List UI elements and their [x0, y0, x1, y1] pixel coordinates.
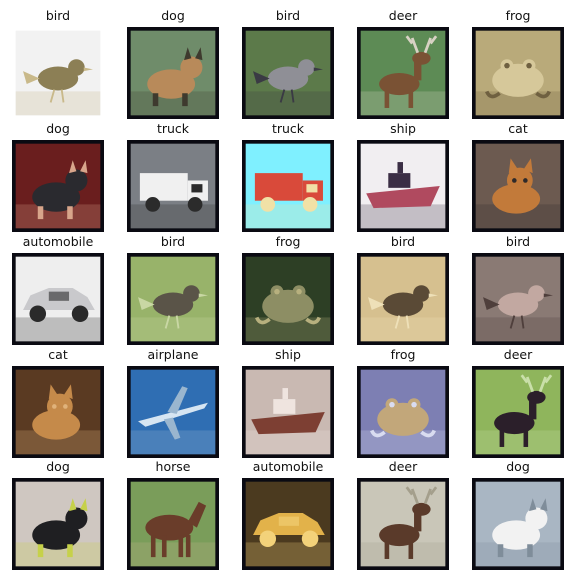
- image-cell: automobile: [238, 456, 338, 570]
- image-label: ship: [275, 347, 301, 362]
- frog-photo: [357, 366, 449, 458]
- frog-photo: [242, 253, 334, 345]
- image-label: cat: [48, 347, 68, 362]
- image-label: frog: [390, 347, 416, 362]
- image-label: bird: [390, 234, 416, 249]
- image-cell: bird: [353, 231, 453, 345]
- truck-photo: [242, 140, 334, 232]
- image-cell: deer: [468, 344, 568, 458]
- image-label: dog: [161, 8, 185, 23]
- dog-photo: [12, 140, 104, 232]
- image-cell: automobile: [8, 231, 108, 345]
- airplane-photo: [127, 366, 219, 458]
- bird-photo: [357, 253, 449, 345]
- image-cell: truck: [238, 118, 338, 232]
- image-cell: cat: [8, 344, 108, 458]
- image-cell: dog: [123, 5, 223, 119]
- ship-photo: [357, 140, 449, 232]
- frog-photo: [472, 27, 564, 119]
- image-cell: bird: [8, 5, 108, 119]
- image-label: dog: [506, 459, 530, 474]
- image-label: bird: [505, 234, 531, 249]
- image-label: automobile: [252, 459, 324, 474]
- image-label: deer: [388, 459, 418, 474]
- image-label: truck: [271, 121, 305, 136]
- image-cell: bird: [123, 231, 223, 345]
- image-label: bird: [275, 8, 301, 23]
- horse-photo: [127, 478, 219, 570]
- image-cell: ship: [238, 344, 338, 458]
- image-cell: ship: [353, 118, 453, 232]
- image-label: airplane: [147, 347, 199, 362]
- dog-photo: [127, 27, 219, 119]
- image-label: deer: [388, 8, 418, 23]
- image-cell: deer: [353, 456, 453, 570]
- ship-photo: [242, 366, 334, 458]
- image-cell: deer: [353, 5, 453, 119]
- image-label: automobile: [22, 234, 94, 249]
- image-cell: dog: [468, 456, 568, 570]
- image-cell: frog: [353, 344, 453, 458]
- deer-photo: [357, 27, 449, 119]
- image-label: dog: [46, 121, 70, 136]
- image-label: ship: [390, 121, 416, 136]
- image-label: bird: [160, 234, 186, 249]
- cat-photo: [12, 366, 104, 458]
- image-cell: bird: [468, 231, 568, 345]
- image-cell: frog: [468, 5, 568, 119]
- image-cell: horse: [123, 456, 223, 570]
- bird-photo: [472, 253, 564, 345]
- image-label: frog: [505, 8, 531, 23]
- image-cell: cat: [468, 118, 568, 232]
- deer-photo: [357, 478, 449, 570]
- image-cell: bird: [238, 5, 338, 119]
- bird-photo: [242, 27, 334, 119]
- image-label: horse: [155, 459, 191, 474]
- car-photo: [12, 253, 104, 345]
- bird-photo: [12, 27, 104, 119]
- image-cell: dog: [8, 456, 108, 570]
- car-photo: [242, 478, 334, 570]
- dog-photo: [12, 478, 104, 570]
- image-label: deer: [503, 347, 533, 362]
- image-cell: frog: [238, 231, 338, 345]
- image-label: frog: [275, 234, 301, 249]
- cat-photo: [472, 140, 564, 232]
- deer-photo: [472, 366, 564, 458]
- image-label: dog: [46, 459, 70, 474]
- truck-photo: [127, 140, 219, 232]
- image-cell: airplane: [123, 344, 223, 458]
- image-label: truck: [156, 121, 190, 136]
- dog-photo: [472, 478, 564, 570]
- image-cell: truck: [123, 118, 223, 232]
- bird-photo: [127, 253, 219, 345]
- image-label: cat: [508, 121, 528, 136]
- image-label: bird: [45, 8, 71, 23]
- image-cell: dog: [8, 118, 108, 232]
